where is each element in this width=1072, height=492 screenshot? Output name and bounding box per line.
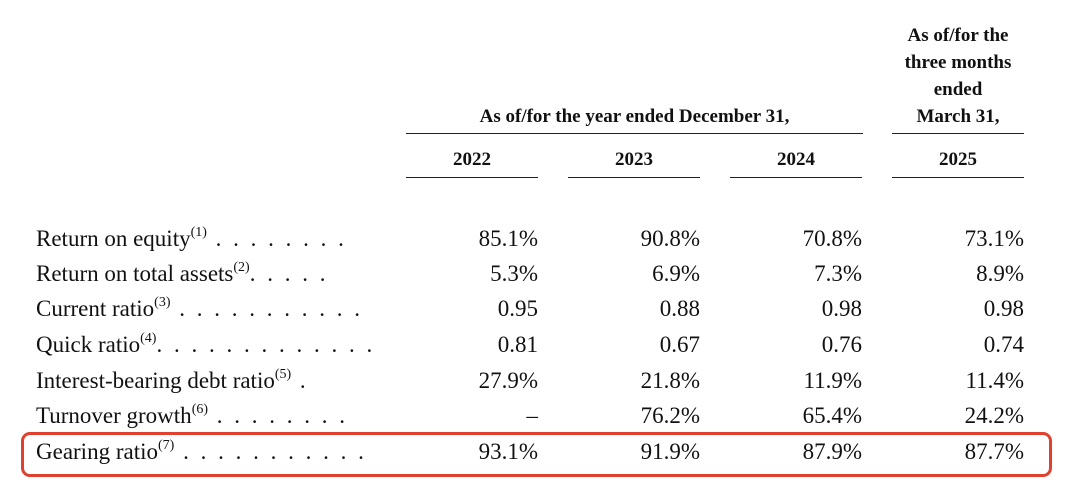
- cell-2023: 21.8%: [640, 368, 700, 393]
- cell-2024: 65.4%: [802, 403, 862, 428]
- cell-2023: 90.8%: [640, 226, 700, 251]
- table-row: Current ratio(3) . . . . . . . . . . . 0…: [0, 291, 1072, 327]
- cell-2025: 0.98: [983, 296, 1024, 321]
- quarter-group-rule: [892, 133, 1024, 134]
- quarter-header-line-3: ended: [933, 79, 983, 100]
- cell-2025: 0.74: [983, 332, 1024, 357]
- table-row: Return on total assets(2). . . . . 5.3% …: [0, 256, 1072, 292]
- row-label: Turnover growth(6) . . . . . . . .: [36, 402, 349, 428]
- cell-2022: 0.95: [497, 296, 538, 321]
- row-label: Return on equity(1) . . . . . . . .: [36, 225, 347, 251]
- cell-2024: 0.98: [821, 296, 862, 321]
- row-label: Current ratio(3) . . . . . . . . . . .: [36, 295, 363, 321]
- year-group-rule: [406, 133, 863, 134]
- table-row-gearing-highlighted: Gearing ratio(7) . . . . . . . . . . . 9…: [0, 434, 1072, 470]
- row-label: Gearing ratio(7) . . . . . . . . . . .: [36, 438, 367, 464]
- cell-2022: 93.1%: [478, 439, 538, 464]
- cell-2023: 0.67: [659, 332, 700, 357]
- cell-2024: 11.9%: [803, 368, 862, 393]
- quarter-group-header: As of/for the three months ended March 3…: [892, 22, 1024, 130]
- year-header-2025: 2025: [939, 149, 977, 170]
- cell-2022: 85.1%: [478, 226, 538, 251]
- cell-2023: 6.9%: [652, 261, 700, 286]
- table-row: Turnover growth(6) . . . . . . . . – 76.…: [0, 398, 1072, 434]
- year-rule-2024: [730, 177, 862, 178]
- table-row: Quick ratio(4). . . . . . . . . . . . . …: [0, 327, 1072, 363]
- cell-2022: 5.3%: [490, 261, 538, 286]
- cell-2024: 0.76: [821, 332, 862, 357]
- year-header-2023: 2023: [615, 149, 653, 170]
- year-header-2022: 2022: [453, 149, 491, 170]
- quarter-header-line-4: March 31,: [916, 106, 1000, 127]
- year-group-header: As of/for the year ended December 31,: [479, 106, 790, 127]
- cell-2025: 24.2%: [964, 403, 1024, 428]
- year-rule-2022: [406, 177, 538, 178]
- cell-2022: 27.9%: [478, 368, 538, 393]
- row-label: Return on total assets(2). . . . .: [36, 260, 329, 286]
- quarter-header-line-2: three months: [904, 52, 1012, 73]
- year-rule-2025: [892, 177, 1024, 178]
- table-row: Interest-bearing debt ratio(5) . 27.9% 2…: [0, 363, 1072, 399]
- cell-2025: 11.4%: [965, 368, 1024, 393]
- highlight-box: [21, 432, 1052, 477]
- cell-2024: 70.8%: [802, 226, 862, 251]
- quarter-header-line-1: As of/for the: [907, 25, 1009, 46]
- cell-2024: 7.3%: [814, 261, 862, 286]
- table-row: Return on equity(1) . . . . . . . . 85.1…: [0, 221, 1072, 257]
- cell-2025: 8.9%: [976, 261, 1024, 286]
- cell-2022: 0.81: [497, 332, 538, 357]
- cell-2023: 0.88: [659, 296, 700, 321]
- row-label: Interest-bearing debt ratio(5) .: [36, 367, 309, 393]
- cell-2022: –: [526, 403, 539, 428]
- cell-2025: 87.7%: [964, 439, 1024, 464]
- cell-2023: 91.9%: [640, 439, 700, 464]
- cell-2024: 87.9%: [802, 439, 862, 464]
- year-rule-2023: [568, 177, 700, 178]
- year-header-2024: 2024: [777, 149, 815, 170]
- row-label: Quick ratio(4). . . . . . . . . . . . .: [36, 331, 376, 357]
- cell-2025: 73.1%: [964, 226, 1024, 251]
- cell-2023: 76.2%: [640, 403, 700, 428]
